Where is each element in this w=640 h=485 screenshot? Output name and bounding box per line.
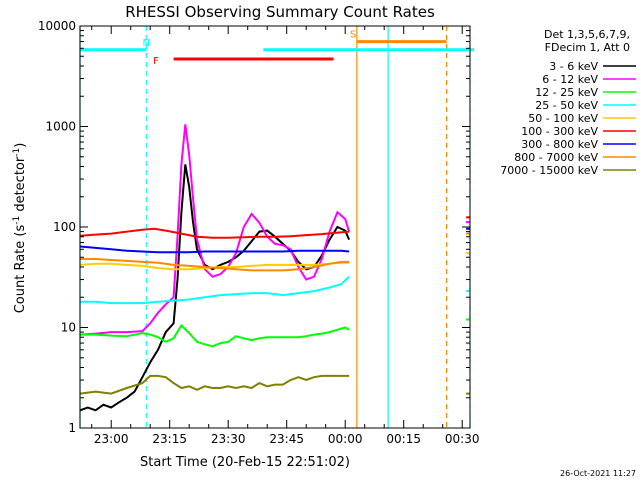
x-tick-label: 23:15	[152, 432, 187, 446]
legend-label-9: 7000 - 15000 keV	[500, 164, 598, 177]
series-line-2-seg-1	[80, 124, 351, 336]
chart-title: RHESSI Observing Summary Count Rates	[125, 3, 435, 21]
y-tick-label: 10000	[38, 19, 76, 33]
legend-label-1: 3 - 6 keV	[549, 60, 598, 73]
y-label-part: )	[13, 143, 28, 148]
series-line-3-seg-1	[80, 323, 350, 348]
y-label-part: Count Rate (s	[13, 225, 28, 314]
y-label-superscript: -1	[12, 216, 22, 225]
y-tick-label: 10	[61, 321, 76, 335]
x-tick-label: 00:00	[328, 432, 363, 446]
series-line-9-seg-1	[80, 374, 350, 395]
legend-label-5: 50 - 100 keV	[528, 112, 598, 125]
series-line-1-seg-1	[80, 164, 351, 412]
series-line-7-seg-1	[80, 245, 350, 254]
x-tick-label: 23:30	[211, 432, 246, 446]
flag-label-S: S	[350, 30, 356, 41]
series-line-6-seg-1	[80, 227, 350, 239]
legend-header-2: FDecim 1, Att 0	[545, 41, 630, 54]
x-axis-label: Start Time (20-Feb-15 22:51:02)	[140, 455, 350, 470]
x-tick-label: 23:00	[94, 432, 129, 446]
legend-label-4: 25 - 50 keV	[535, 99, 598, 112]
legend-label-2: 6 - 12 keV	[542, 73, 598, 86]
series-group	[80, 124, 470, 412]
y-axis-label: Count Rate (s-1 detector-1)	[12, 143, 28, 314]
flag-label-F: F	[153, 56, 159, 67]
flag-label-N: N	[143, 38, 150, 49]
x-tick-label: 00:30	[445, 432, 480, 446]
legend-label-7: 300 - 800 keV	[521, 138, 598, 151]
plot-area: NF S 1 10 100 1000 10000 23:00 23:15 23:30 23:45 00…	[38, 19, 480, 446]
y-label-part: detector	[13, 156, 28, 216]
series-line-5-seg-1	[80, 261, 350, 271]
y-tick-label: 1000	[45, 120, 76, 134]
legend-header-1: Det 1,3,5,6,7,9,	[544, 28, 630, 41]
y-label-superscript: -1	[12, 148, 22, 157]
x-tick-label: 23:45	[269, 432, 304, 446]
legend-label-8: 800 - 7000 keV	[514, 151, 598, 164]
x-tick-label: 00:15	[386, 432, 421, 446]
series-line-8-seg-1	[80, 258, 350, 272]
timestamp: 26-Oct-2021 11:27	[560, 469, 636, 478]
y-tick-label: 1	[68, 421, 76, 435]
series-line-4-seg-1	[80, 275, 350, 305]
legend: Det 1,3,5,6,7,9,FDecim 1, Att 0 3 - 6 keV…	[500, 28, 636, 177]
legend-label-3: 12 - 25 keV	[535, 86, 598, 99]
legend-label-6: 100 - 300 keV	[521, 125, 598, 138]
y-tick-label: 100	[53, 220, 76, 234]
